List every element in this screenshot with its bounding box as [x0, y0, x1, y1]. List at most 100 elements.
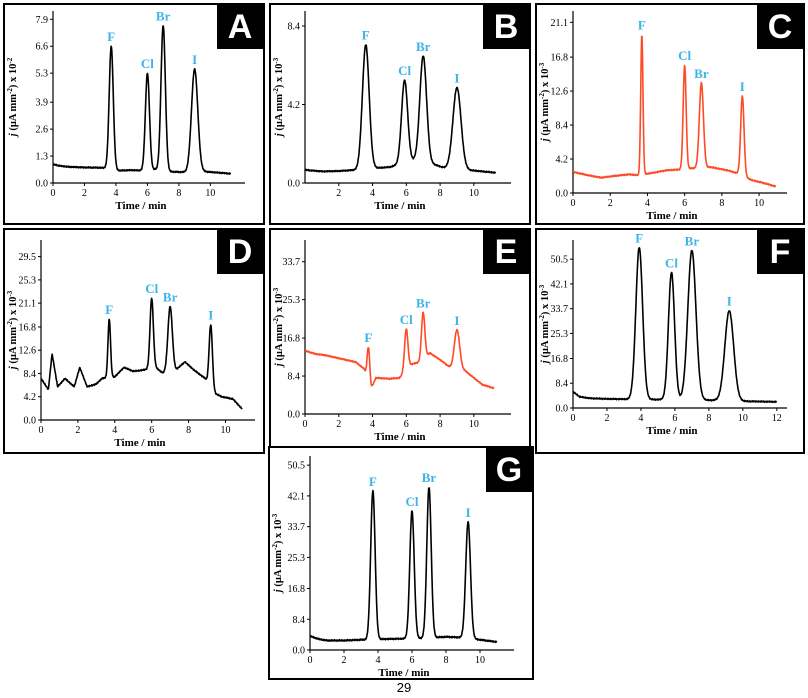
panel-c: 0.0 4.2 8.4 12.6 16.8 21.1 0 2 4 6 8 10 Time / min j … [535, 3, 805, 225]
peak-label-f: F [369, 474, 377, 489]
peak-label-f: F [638, 17, 646, 32]
peak-label-cl: Cl [678, 48, 691, 63]
y-axis-label-e: j (µA mm-2) x 10-3 [272, 287, 285, 368]
peak-label-br: Br [416, 39, 431, 54]
x-tick-label: 4 [370, 419, 375, 430]
y-tick-label: 1.3 [36, 152, 49, 163]
peak-label-i: I [208, 308, 213, 323]
x-tick-label: 6 [404, 419, 409, 430]
peak-label-cl: Cl [406, 494, 419, 509]
y-tick-label: 5.3 [36, 69, 49, 80]
x-tick-label: 0 [308, 655, 313, 666]
series-line-c [572, 35, 777, 188]
peak-label-i: I [466, 505, 471, 520]
panel-label-e: E [483, 230, 529, 274]
y-tick-label: 33.7 [288, 522, 306, 533]
y-tick-label: 42.1 [288, 491, 306, 502]
x-tick-label: 0 [39, 425, 44, 436]
y-tick-label: 0.0 [556, 189, 569, 200]
panel-e: 0.0 8.4 16.8 25.3 33.7 0 2 4 6 8 10 Time / min j (µA… [269, 228, 531, 454]
y-axis-label-g: j (µA mm-2) x 10-3 [271, 513, 284, 594]
x-tick-label: 8 [186, 425, 191, 436]
peak-label-f: F [364, 330, 372, 345]
x-axis-label-d: Time / min [114, 437, 165, 449]
y-tick-label: 16.8 [551, 53, 569, 64]
y-tick-label: 21.1 [551, 18, 569, 29]
panel-a: 0.0 1.3 2.6 3.9 5.3 6.6 7.9 0 2 4 6 8 10 Time / min j … [3, 3, 265, 225]
y-tick-label: 4.2 [288, 100, 301, 111]
x-axis-label-a: Time / min [115, 200, 166, 212]
peak-label-f: F [635, 230, 643, 245]
x-tick-label: 10 [469, 419, 479, 430]
x-tick-label: 4 [645, 198, 650, 209]
y-tick-label: 29.5 [19, 252, 37, 263]
y-tick-label: 0.0 [36, 179, 49, 190]
peak-label-cl: Cl [141, 56, 154, 71]
x-tick-label: 2 [82, 188, 87, 199]
panel-b: 0.0 4.2 8.4 2 4 6 8 10 Time / min j (µA mm-2) x 1… [269, 3, 531, 225]
y-tick-label: 6.6 [36, 42, 49, 53]
x-tick-label: 2 [342, 655, 347, 666]
x-tick-label: 8 [706, 413, 711, 424]
y-tick-label: 25.3 [283, 295, 301, 306]
x-tick-label: 2 [604, 413, 609, 424]
x-tick-label: 10 [475, 655, 485, 666]
y-tick-label: 4.2 [556, 155, 569, 166]
x-tick-label: 4 [376, 655, 381, 666]
x-tick-label: 6 [410, 655, 415, 666]
y-tick-label: 25.3 [288, 553, 306, 564]
y-tick-label: 25.3 [19, 275, 37, 286]
y-axis-label-f: j (µA mm-2) x 10-3 [538, 284, 551, 365]
y-tick-label: 42.1 [551, 279, 569, 290]
y-tick-label: 16.8 [288, 584, 306, 595]
panel-label-a: A [217, 5, 263, 49]
page-number: 29 [396, 680, 412, 695]
peak-label-i: I [192, 52, 197, 67]
peak-label-i: I [454, 313, 459, 328]
y-tick-label: 0.0 [288, 179, 301, 190]
series-line-b [304, 44, 497, 174]
y-axis-label-b: j (µA mm-2) x 10-3 [272, 57, 285, 138]
x-tick-label: 6 [404, 188, 409, 199]
x-tick-label: 0 [571, 413, 576, 424]
y-tick-label: 21.1 [19, 299, 37, 310]
x-tick-label: 6 [672, 413, 677, 424]
chart-e: 0.0 8.4 16.8 25.3 33.7 0 2 4 6 8 10 Time / min j (µA… [272, 240, 511, 443]
y-tick-label: 8.4 [24, 369, 37, 380]
y-tick-label: 25.3 [551, 329, 569, 340]
y-tick-label: 16.8 [283, 334, 301, 345]
x-tick-label: 8 [438, 188, 443, 199]
y-tick-label: 8.4 [293, 615, 306, 626]
peak-label-cl: Cl [400, 312, 413, 327]
x-tick-label: 8 [444, 655, 449, 666]
x-tick-label: 0 [571, 198, 576, 209]
x-tick-label: 2 [336, 188, 341, 199]
peak-label-cl: Cl [665, 255, 678, 270]
x-tick-label: 10 [220, 425, 230, 436]
y-tick-label: 33.7 [551, 304, 569, 315]
y-tick-label: 0.0 [556, 404, 569, 415]
x-tick-label: 4 [370, 188, 375, 199]
chart-b: 0.0 4.2 8.4 2 4 6 8 10 Time / min j (µA mm-2) x 1… [272, 11, 511, 212]
series-line-a [52, 25, 232, 175]
panel-label-b: B [483, 5, 529, 49]
y-tick-label: 2.6 [36, 125, 49, 136]
chart-g: 0.0 8.4 16.8 25.3 33.7 42.1 50.5 0 2 4 6 8 10 Time / … [271, 456, 514, 678]
x-tick-label: 2 [75, 425, 80, 436]
panel-label-g: G [486, 448, 532, 492]
y-tick-label: 16.8 [19, 322, 37, 333]
y-tick-label: 3.9 [36, 98, 49, 109]
y-tick-label: 16.8 [551, 354, 569, 365]
y-tick-label: 12.6 [551, 87, 569, 98]
y-tick-label: 0.0 [293, 646, 306, 657]
y-tick-label: 8.4 [556, 379, 569, 390]
x-axis-label-g: Time / min [378, 667, 429, 678]
chart-a: 0.0 1.3 2.6 3.9 5.3 6.6 7.9 0 2 4 6 8 10 Time / min j … [6, 9, 245, 212]
series-line-g [309, 487, 498, 644]
chart-f: 0.0 8.4 16.8 25.3 33.7 42.1 50.5 0 2 4 6 8 10 12 Time … [538, 230, 787, 437]
x-tick-label: 4 [638, 413, 643, 424]
y-tick-label: 0.0 [288, 410, 301, 421]
y-tick-label: 7.9 [36, 15, 49, 26]
x-tick-label: 2 [608, 198, 613, 209]
y-tick-label: 8.4 [288, 21, 301, 32]
